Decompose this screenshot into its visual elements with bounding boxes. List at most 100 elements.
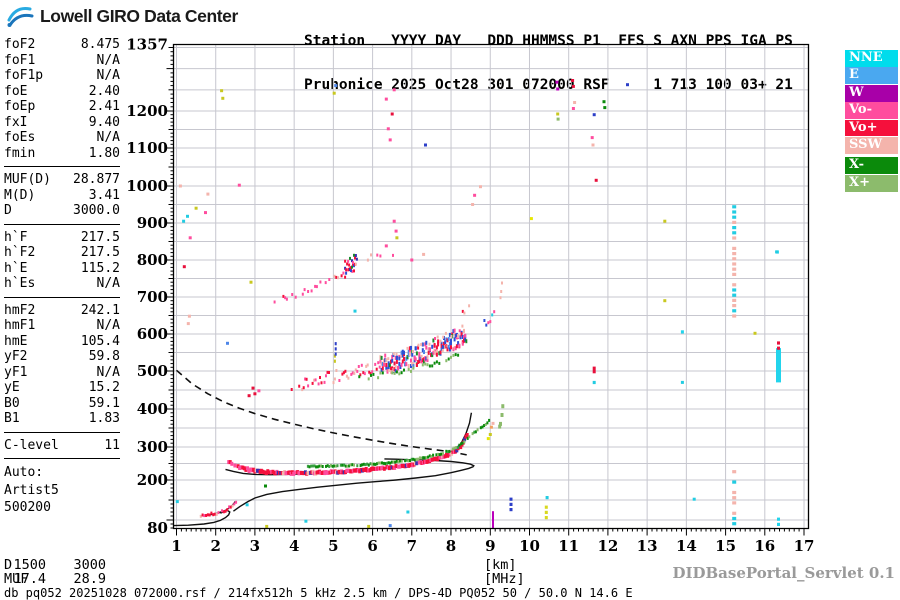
param-value: N/A: [96, 52, 120, 68]
param-value: 2.41: [88, 99, 120, 114]
param-label: h`E: [4, 260, 28, 276]
param-label: foF1p: [4, 68, 44, 83]
scale-value: 3000: [73, 557, 106, 573]
param-row-he: h`E 115.2: [4, 261, 120, 277]
svg-text:5: 5: [328, 537, 338, 555]
param-row-b1: B1 1.83: [4, 411, 120, 427]
legend-item-ssw: SSW: [845, 136, 898, 154]
svg-text:1000: 1000: [126, 177, 168, 195]
param-label: h`F: [4, 229, 28, 245]
svg-text:1: 1: [171, 537, 181, 555]
autoscaling-info: Auto: Artist5 500200: [4, 465, 59, 515]
param-value: 9.40: [88, 114, 120, 130]
param-value: 105.4: [80, 333, 120, 349]
param-row-b0: B0 59.1: [4, 396, 120, 412]
param-label: hmF1: [4, 318, 36, 333]
param-value: 15.2: [88, 380, 120, 395]
svg-text:14: 14: [676, 537, 697, 555]
svg-text:12: 12: [597, 537, 618, 555]
svg-text:700: 700: [137, 288, 168, 306]
param-label: D: [4, 203, 12, 218]
param-row-yf2: yF2 59.8: [4, 349, 120, 365]
scale-value: 1500: [13, 557, 46, 573]
panel-divider: [4, 166, 120, 167]
param-row-foep: foEp 2.41: [4, 99, 120, 115]
param-value: 1.80: [88, 145, 120, 161]
param-label: fxI: [4, 114, 28, 130]
scaled-parameters-panel: foF2 8.475 foF1 N/A foF1p N/A foE 2.40 foEp 2.41 f…: [4, 37, 120, 517]
svg-text:80: 80: [147, 519, 168, 537]
svg-text:9: 9: [485, 537, 495, 555]
param-label: yE: [4, 380, 20, 395]
param-value: 28.877: [73, 172, 120, 187]
svg-text:600: 600: [137, 325, 168, 343]
param-row-foes: foEs N/A: [4, 130, 120, 146]
muf-scale-row: MUF9.19.29.710.411.513.017.428.9[MHz]: [0, 571, 530, 587]
svg-text:17: 17: [794, 537, 815, 555]
measurement-footer: db pq052 20251028 072000.rsf / 214fx512h…: [4, 586, 633, 600]
svg-text:15: 15: [715, 537, 736, 555]
param-value: N/A: [96, 276, 120, 291]
svg-text:400: 400: [137, 400, 168, 418]
param-row-hmf2: hmF2 242.1: [4, 303, 120, 319]
param-label: foE: [4, 83, 28, 99]
param-label: h`F2: [4, 245, 36, 260]
giro-logo: Lowell GIRO Data Center: [6, 4, 238, 28]
echo-direction-legend: NNE E W Vo- Vo+ SSW X- X+: [845, 50, 898, 192]
param-row-fof1: foF1 N/A: [4, 53, 120, 69]
svg-text:8: 8: [446, 537, 456, 555]
scale-value: 17.4: [13, 571, 46, 587]
svg-text:10: 10: [519, 537, 540, 555]
svg-text:16: 16: [754, 537, 775, 555]
param-value: 217.5: [80, 245, 120, 260]
param-row-hf: h`F 217.5: [4, 230, 120, 246]
svg-text:200: 200: [137, 471, 168, 489]
param-label: fmin: [4, 145, 36, 161]
distance-scale-row: D100200400600800100015003000[km]: [0, 557, 530, 573]
param-row-yf1: yF1 N/A: [4, 365, 120, 381]
param-label: hmF2: [4, 302, 36, 318]
param-value: 3.41: [88, 187, 120, 203]
svg-text:300: 300: [137, 438, 168, 456]
header-station-values: Pruhonice 2025 Oct28 301 072000 RSF 1 71…: [304, 76, 793, 93]
param-value: 8.475: [80, 37, 120, 52]
svg-text:500: 500: [137, 362, 168, 380]
param-label: yF1: [4, 364, 28, 380]
svg-text:13: 13: [637, 537, 658, 555]
param-row-mufd: MUF(D) 28.877: [4, 172, 120, 188]
svg-text:3: 3: [250, 537, 260, 555]
param-value: 59.1: [88, 395, 120, 411]
param-label: foF1: [4, 52, 36, 68]
logo-text: Lowell GIRO Data Center: [40, 5, 238, 26]
scale-unit: [MHz]: [484, 571, 525, 587]
legend-item-w: W: [845, 84, 898, 102]
giro-logo-icon: [7, 7, 34, 27]
scale-label: D: [4, 557, 13, 573]
param-label: foEs: [4, 130, 36, 145]
param-row-d: D 3000.0: [4, 203, 120, 219]
param-row-hf2: h`F2 217.5: [4, 245, 120, 261]
param-label: C-level: [4, 437, 59, 453]
param-label: h`Es: [4, 276, 36, 291]
param-value: N/A: [96, 364, 120, 380]
param-label: M(D): [4, 187, 36, 203]
panel-divider: [4, 223, 120, 225]
param-row-fof1p: foF1p N/A: [4, 68, 120, 84]
param-row-hmf1: hmF1 N/A: [4, 318, 120, 334]
param-row-hme: hmE 105.4: [4, 334, 120, 350]
param-value: 59.8: [88, 349, 120, 364]
svg-text:1357: 1357: [126, 36, 168, 54]
param-value: 1.83: [88, 411, 120, 426]
param-row-foe: foE 2.40: [4, 84, 120, 100]
param-value: 3000.0: [73, 203, 120, 218]
servlet-watermark: DIDBasePortal_Servlet 0.1: [672, 564, 895, 582]
param-row-clevel: C-level 11: [4, 438, 120, 454]
legend-item-vo: Vo-: [845, 102, 898, 119]
param-value: N/A: [96, 130, 120, 145]
param-label: B0: [4, 395, 20, 411]
param-row-hes: h`Es N/A: [4, 276, 120, 292]
panel-divider: [4, 431, 120, 433]
legend-item-x: X+: [845, 174, 898, 192]
